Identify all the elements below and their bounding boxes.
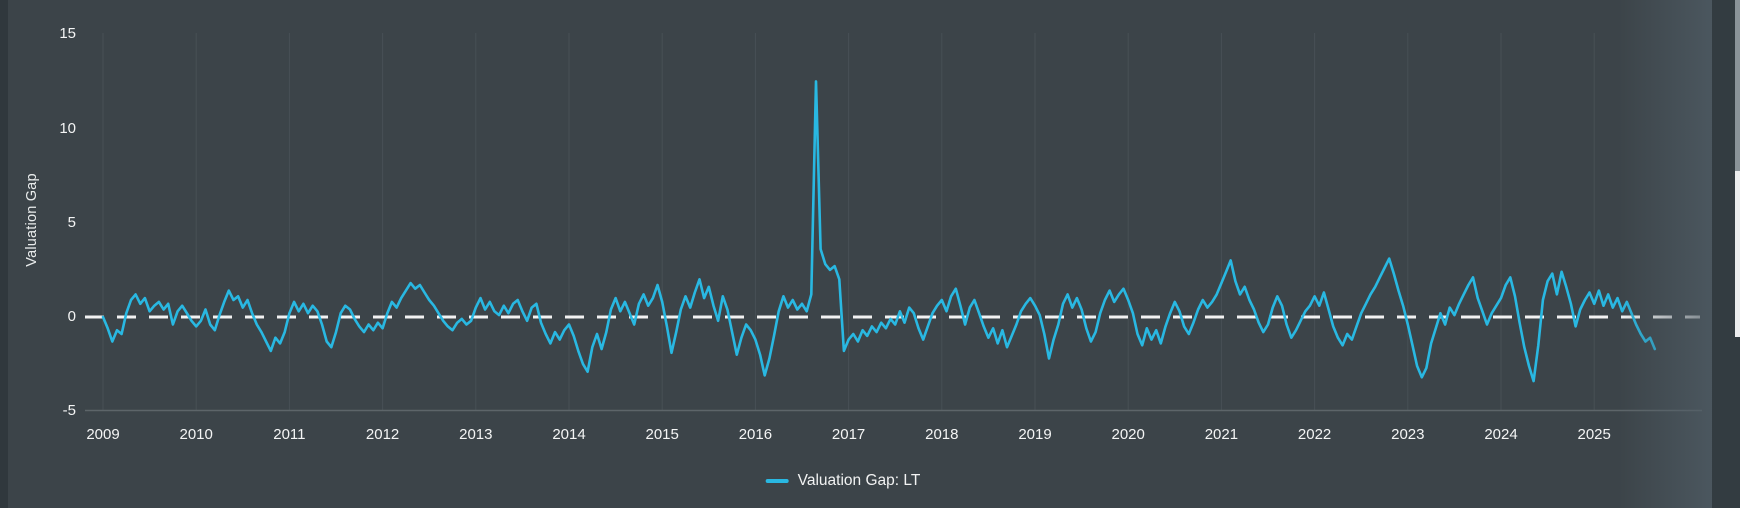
x-tick-label-2010: 2010 xyxy=(179,426,213,443)
legend-label: Valuation Gap: LT xyxy=(797,472,921,489)
x-tick-label-2013: 2013 xyxy=(459,426,493,443)
y-tick-label-10: 10 xyxy=(59,119,76,137)
vertical-scrollbar-track[interactable] xyxy=(1735,0,1740,337)
x-tick-label-2018: 2018 xyxy=(925,426,959,443)
y-tick-label-0: 0 xyxy=(67,308,76,325)
y-tick-label-15: 15 xyxy=(59,25,76,43)
x-tick-label-2011: 2011 xyxy=(273,426,306,443)
y-tick-label--5: -5 xyxy=(62,402,76,420)
x-tick-label-2014: 2014 xyxy=(552,426,586,443)
x-tick-label-2012: 2012 xyxy=(365,426,400,443)
legend-line-marker-icon xyxy=(765,479,789,483)
year-gridlines xyxy=(102,33,1595,410)
x-tick-label-2022: 2022 xyxy=(1297,426,1332,443)
x-tick-label-2017: 2017 xyxy=(831,426,866,443)
x-tick-label-2016: 2016 xyxy=(738,426,773,443)
x-tick-label-2025: 2025 xyxy=(1577,426,1611,443)
legend-item-valuation-gap-lt[interactable]: Valuation Gap: LT xyxy=(765,472,921,490)
series-line-valuation-gap-lt[interactable] xyxy=(101,80,1657,383)
right-edge-fade xyxy=(1618,0,1712,508)
x-tick-label-2015: 2015 xyxy=(645,426,679,443)
x-tick-label-2009: 2009 xyxy=(86,426,120,443)
x-tick-label-2024: 2024 xyxy=(1484,426,1518,443)
x-tick-label-2020: 2020 xyxy=(1111,426,1145,443)
left-edge-strip xyxy=(0,0,8,508)
x-tick-label-2019: 2019 xyxy=(1018,426,1052,443)
y-tick-label-5: 5 xyxy=(67,213,76,231)
x-tick-label-2023: 2023 xyxy=(1391,426,1425,443)
vertical-scrollbar-thumb[interactable] xyxy=(1735,0,1740,171)
x-tick-label-2021: 2021 xyxy=(1204,426,1239,443)
